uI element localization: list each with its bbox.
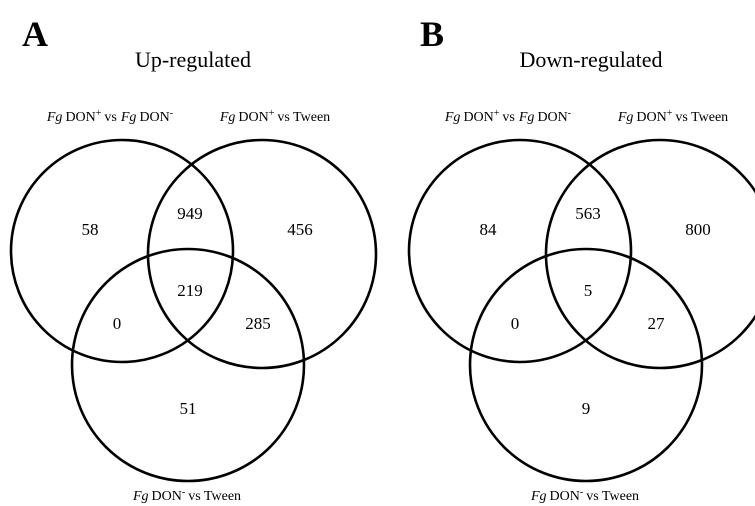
label-part: - [580, 487, 583, 498]
label-part: DON [65, 110, 95, 125]
label-part: DON [537, 110, 567, 125]
set-label: Fg DON+ vs Tween [219, 108, 330, 126]
label-part: Fg [530, 489, 547, 504]
set-circle [407, 138, 633, 364]
region-count: 219 [177, 281, 203, 300]
label-part: vs [502, 110, 514, 125]
label-part: Fg [132, 489, 149, 504]
label-part: vs Tween [586, 489, 639, 504]
label-part: + [494, 108, 500, 119]
set-label: Fg DON+ vs Tween [617, 108, 728, 126]
label-part: Fg [518, 110, 535, 125]
label-part: vs Tween [188, 489, 241, 504]
label-part: DON [139, 110, 169, 125]
set-circle [544, 138, 755, 370]
label-part: - [182, 487, 185, 498]
set-label: Fg DON+ vs Fg DON- [46, 108, 173, 126]
label-part: DON [463, 110, 493, 125]
label-part: + [269, 108, 275, 119]
region-count: 0 [511, 314, 520, 333]
label-part: DON [238, 110, 268, 125]
region-count: 84 [480, 220, 498, 239]
set-circle [70, 247, 306, 483]
region-count: 456 [287, 220, 313, 239]
region-count: 0 [113, 314, 122, 333]
region-count: 27 [648, 314, 666, 333]
set-circle [9, 138, 235, 364]
set-circle [468, 247, 704, 483]
label-part: - [170, 108, 173, 119]
label-part: DON [550, 489, 580, 504]
label-part: Fg [120, 110, 137, 125]
label-part: Fg [617, 110, 634, 125]
region-count: 949 [177, 204, 203, 223]
label-part: vs [104, 110, 116, 125]
region-count: 51 [180, 399, 197, 418]
set-circle [146, 138, 378, 370]
label-part: vs Tween [675, 110, 728, 125]
label-part: + [667, 108, 673, 119]
panel-title: Down-regulated [520, 47, 663, 72]
region-count: 563 [575, 204, 601, 223]
panel-letter: A [22, 14, 48, 54]
region-count: 285 [245, 314, 271, 333]
label-part: + [96, 108, 102, 119]
label-part: Fg [46, 110, 63, 125]
panel-letter: B [420, 14, 444, 54]
set-label: Fg DON-vs Tween [530, 487, 639, 505]
region-count: 9 [582, 399, 591, 418]
region-count: 800 [685, 220, 711, 239]
set-label: Fg DON-vs Tween [132, 487, 241, 505]
label-part: DON [152, 489, 182, 504]
region-count: 58 [82, 220, 99, 239]
set-label: Fg DON+ vs Fg DON- [444, 108, 571, 126]
panel-title: Up-regulated [135, 47, 251, 72]
region-count: 5 [584, 281, 593, 300]
label-part: Fg [444, 110, 461, 125]
label-part: Fg [219, 110, 236, 125]
label-part: vs Tween [277, 110, 330, 125]
label-part: DON [636, 110, 666, 125]
label-part: - [568, 108, 571, 119]
